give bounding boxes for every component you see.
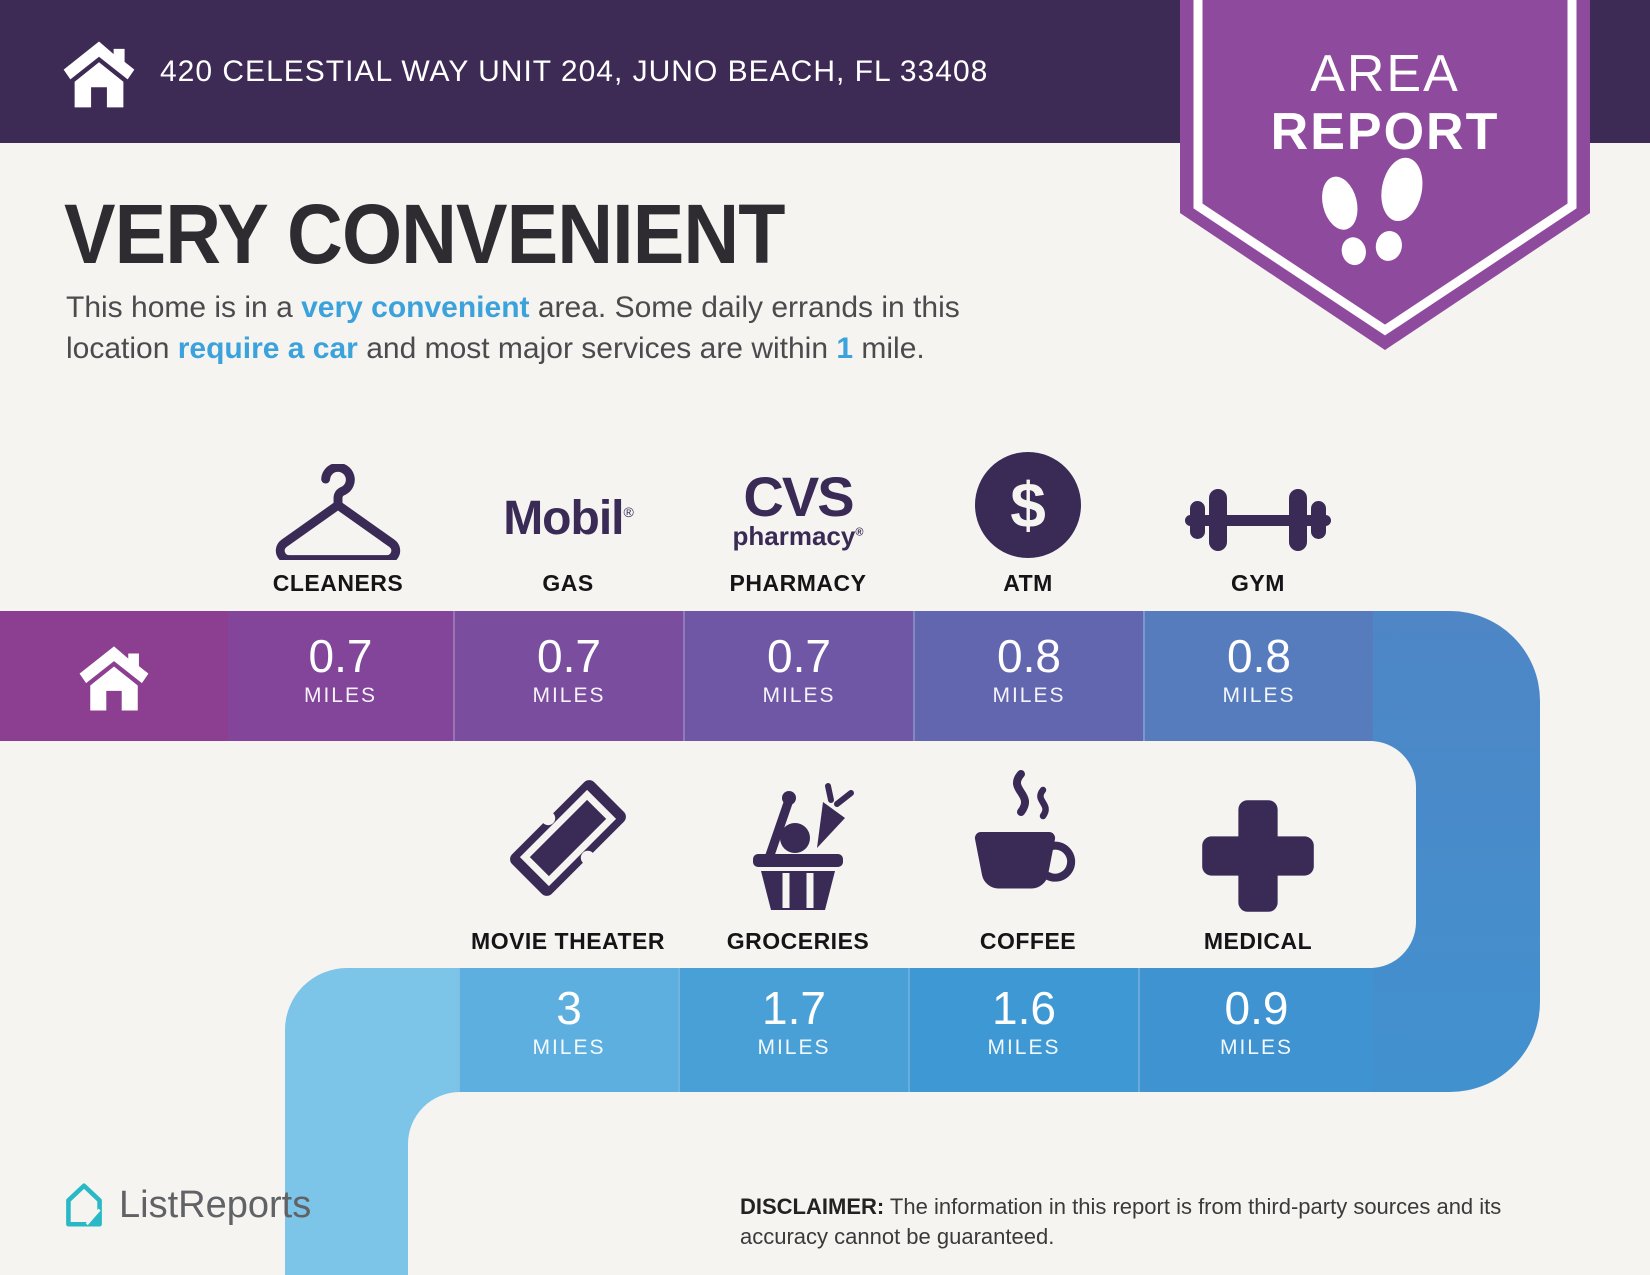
distance-band-bottom: 3 MILES 1.7 MILES 1.6 MILES 0.9 MILES	[285, 968, 1373, 1092]
distance-unit: MILES	[303, 684, 378, 708]
amenity-gym: GYM	[1143, 424, 1373, 597]
desc-part: location	[66, 332, 178, 366]
amenity-label: GYM	[1231, 570, 1285, 596]
footprints-icon	[1322, 157, 1423, 266]
amenity-label: CLEANERS	[272, 570, 404, 596]
desc-part: and most major services are within	[357, 332, 837, 366]
amenity-atm: $ ATM	[913, 424, 1143, 597]
desc-part: This home is in a	[66, 291, 302, 324]
amenity-label: MEDICAL	[1203, 928, 1313, 954]
distance-unit: MILES	[1222, 684, 1296, 708]
amenity-label: GAS	[542, 570, 594, 596]
band-left-leg	[285, 1032, 408, 1275]
brand-name: ListReports	[119, 1183, 312, 1226]
desc-part: area. Some daily errands in this	[529, 291, 960, 324]
amenity-gas: Mobil® GAS	[453, 424, 683, 597]
desc-part: mile.	[853, 332, 925, 366]
distance-unit: MILES	[992, 684, 1066, 708]
distance-value: 0.7	[308, 630, 373, 682]
amenity-movie-theater: MOVIE THEATER	[453, 752, 683, 955]
desc-highlight: require a car	[177, 332, 358, 366]
amenity-label: GROCERIES	[726, 928, 870, 954]
property-address: 420 CELESTIAL WAY UNIT 204, JUNO BEACH, …	[160, 54, 989, 88]
hanger-icon	[275, 464, 401, 560]
home-icon	[79, 646, 149, 711]
grocery-basket-icon	[753, 783, 854, 910]
amenity-label: ATM	[1003, 570, 1053, 596]
band-inner-cutout	[0, 741, 1416, 968]
medical-cross-icon	[1202, 800, 1314, 912]
coffee-cup-icon	[974, 770, 1076, 889]
amenity-groceries: GROCERIES	[683, 752, 913, 955]
amenity-cleaners: CLEANERS	[223, 424, 453, 597]
band-corner-fillet	[408, 1092, 460, 1144]
disclaimer-label: DISCLAIMER:	[740, 1194, 885, 1219]
ticket-icon	[510, 780, 626, 896]
distance-unit: MILES	[1219, 1036, 1294, 1060]
distance-cell-movie-theater: 3 MILES	[458, 968, 678, 1092]
desc-highlight: very convenient	[301, 291, 530, 324]
dumbbell-icon	[1185, 489, 1331, 551]
amenity-coffee: COFFEE	[913, 752, 1143, 955]
home-cell	[0, 611, 228, 741]
description-text: This home is in a very convenient area. …	[66, 287, 1176, 370]
distance-value: 1.7	[762, 982, 826, 1034]
listreports-house-icon	[66, 1183, 102, 1227]
area-report-badge: AREA REPORT	[1180, 0, 1590, 350]
amenity-label: COFFEE	[979, 928, 1077, 954]
distance-cell-medical: 0.9 MILES	[1138, 968, 1373, 1092]
distance-cell-cleaners: 0.7 MILES	[228, 611, 453, 741]
distance-value: 0.8	[997, 630, 1061, 682]
distance-value: 0.7	[767, 630, 831, 682]
badge-line2: REPORT	[1270, 103, 1500, 161]
distance-unit: MILES	[532, 1036, 606, 1060]
amenity-pharmacy: CVS pharmacy® PHARMACY	[683, 424, 913, 597]
amenity-label: PHARMACY	[729, 570, 867, 596]
distance-unit: MILES	[757, 1036, 831, 1060]
distance-unit: MILES	[762, 684, 836, 708]
distance-value: 0.7	[537, 630, 601, 682]
distance-cell-atm: 0.8 MILES	[913, 611, 1143, 741]
distance-value: 0.8	[1227, 630, 1291, 682]
amenity-label: MOVIE THEATER	[471, 928, 665, 954]
distance-cell-coffee: 1.6 MILES	[908, 968, 1138, 1092]
dollar-circle-icon: $	[975, 452, 1081, 558]
distance-value: 3	[556, 982, 582, 1034]
badge-ribbon-icon	[1180, 0, 1590, 350]
distance-value: 1.6	[992, 982, 1056, 1034]
mobil-logo: Mobil®	[503, 492, 634, 545]
distance-cell-groceries: 1.7 MILES	[678, 968, 908, 1092]
page-title: VERY CONVENIENT	[64, 187, 785, 281]
distance-unit: MILES	[532, 684, 606, 708]
disclaimer-text: DISCLAIMER: The information in this repo…	[740, 1194, 1502, 1249]
distance-cell-gym: 0.8 MILES	[1143, 611, 1373, 741]
home-icon	[63, 41, 135, 108]
distance-band-top: 0.7 MILES 0.7 MILES 0.7 MILES 0.8 MILES …	[0, 611, 1373, 741]
distance-cell-gas: 0.7 MILES	[453, 611, 683, 741]
listreports-logo: ListReports	[62, 1180, 311, 1230]
badge-line1: AREA	[1310, 45, 1460, 103]
distance-cell-pharmacy: 0.7 MILES	[683, 611, 913, 741]
distance-value: 0.9	[1224, 982, 1289, 1034]
amenity-medical: MEDICAL	[1143, 752, 1373, 955]
desc-highlight: 1	[836, 332, 854, 366]
distance-unit: MILES	[987, 1036, 1061, 1060]
cvs-pharmacy-logo: CVS pharmacy®	[732, 465, 864, 551]
